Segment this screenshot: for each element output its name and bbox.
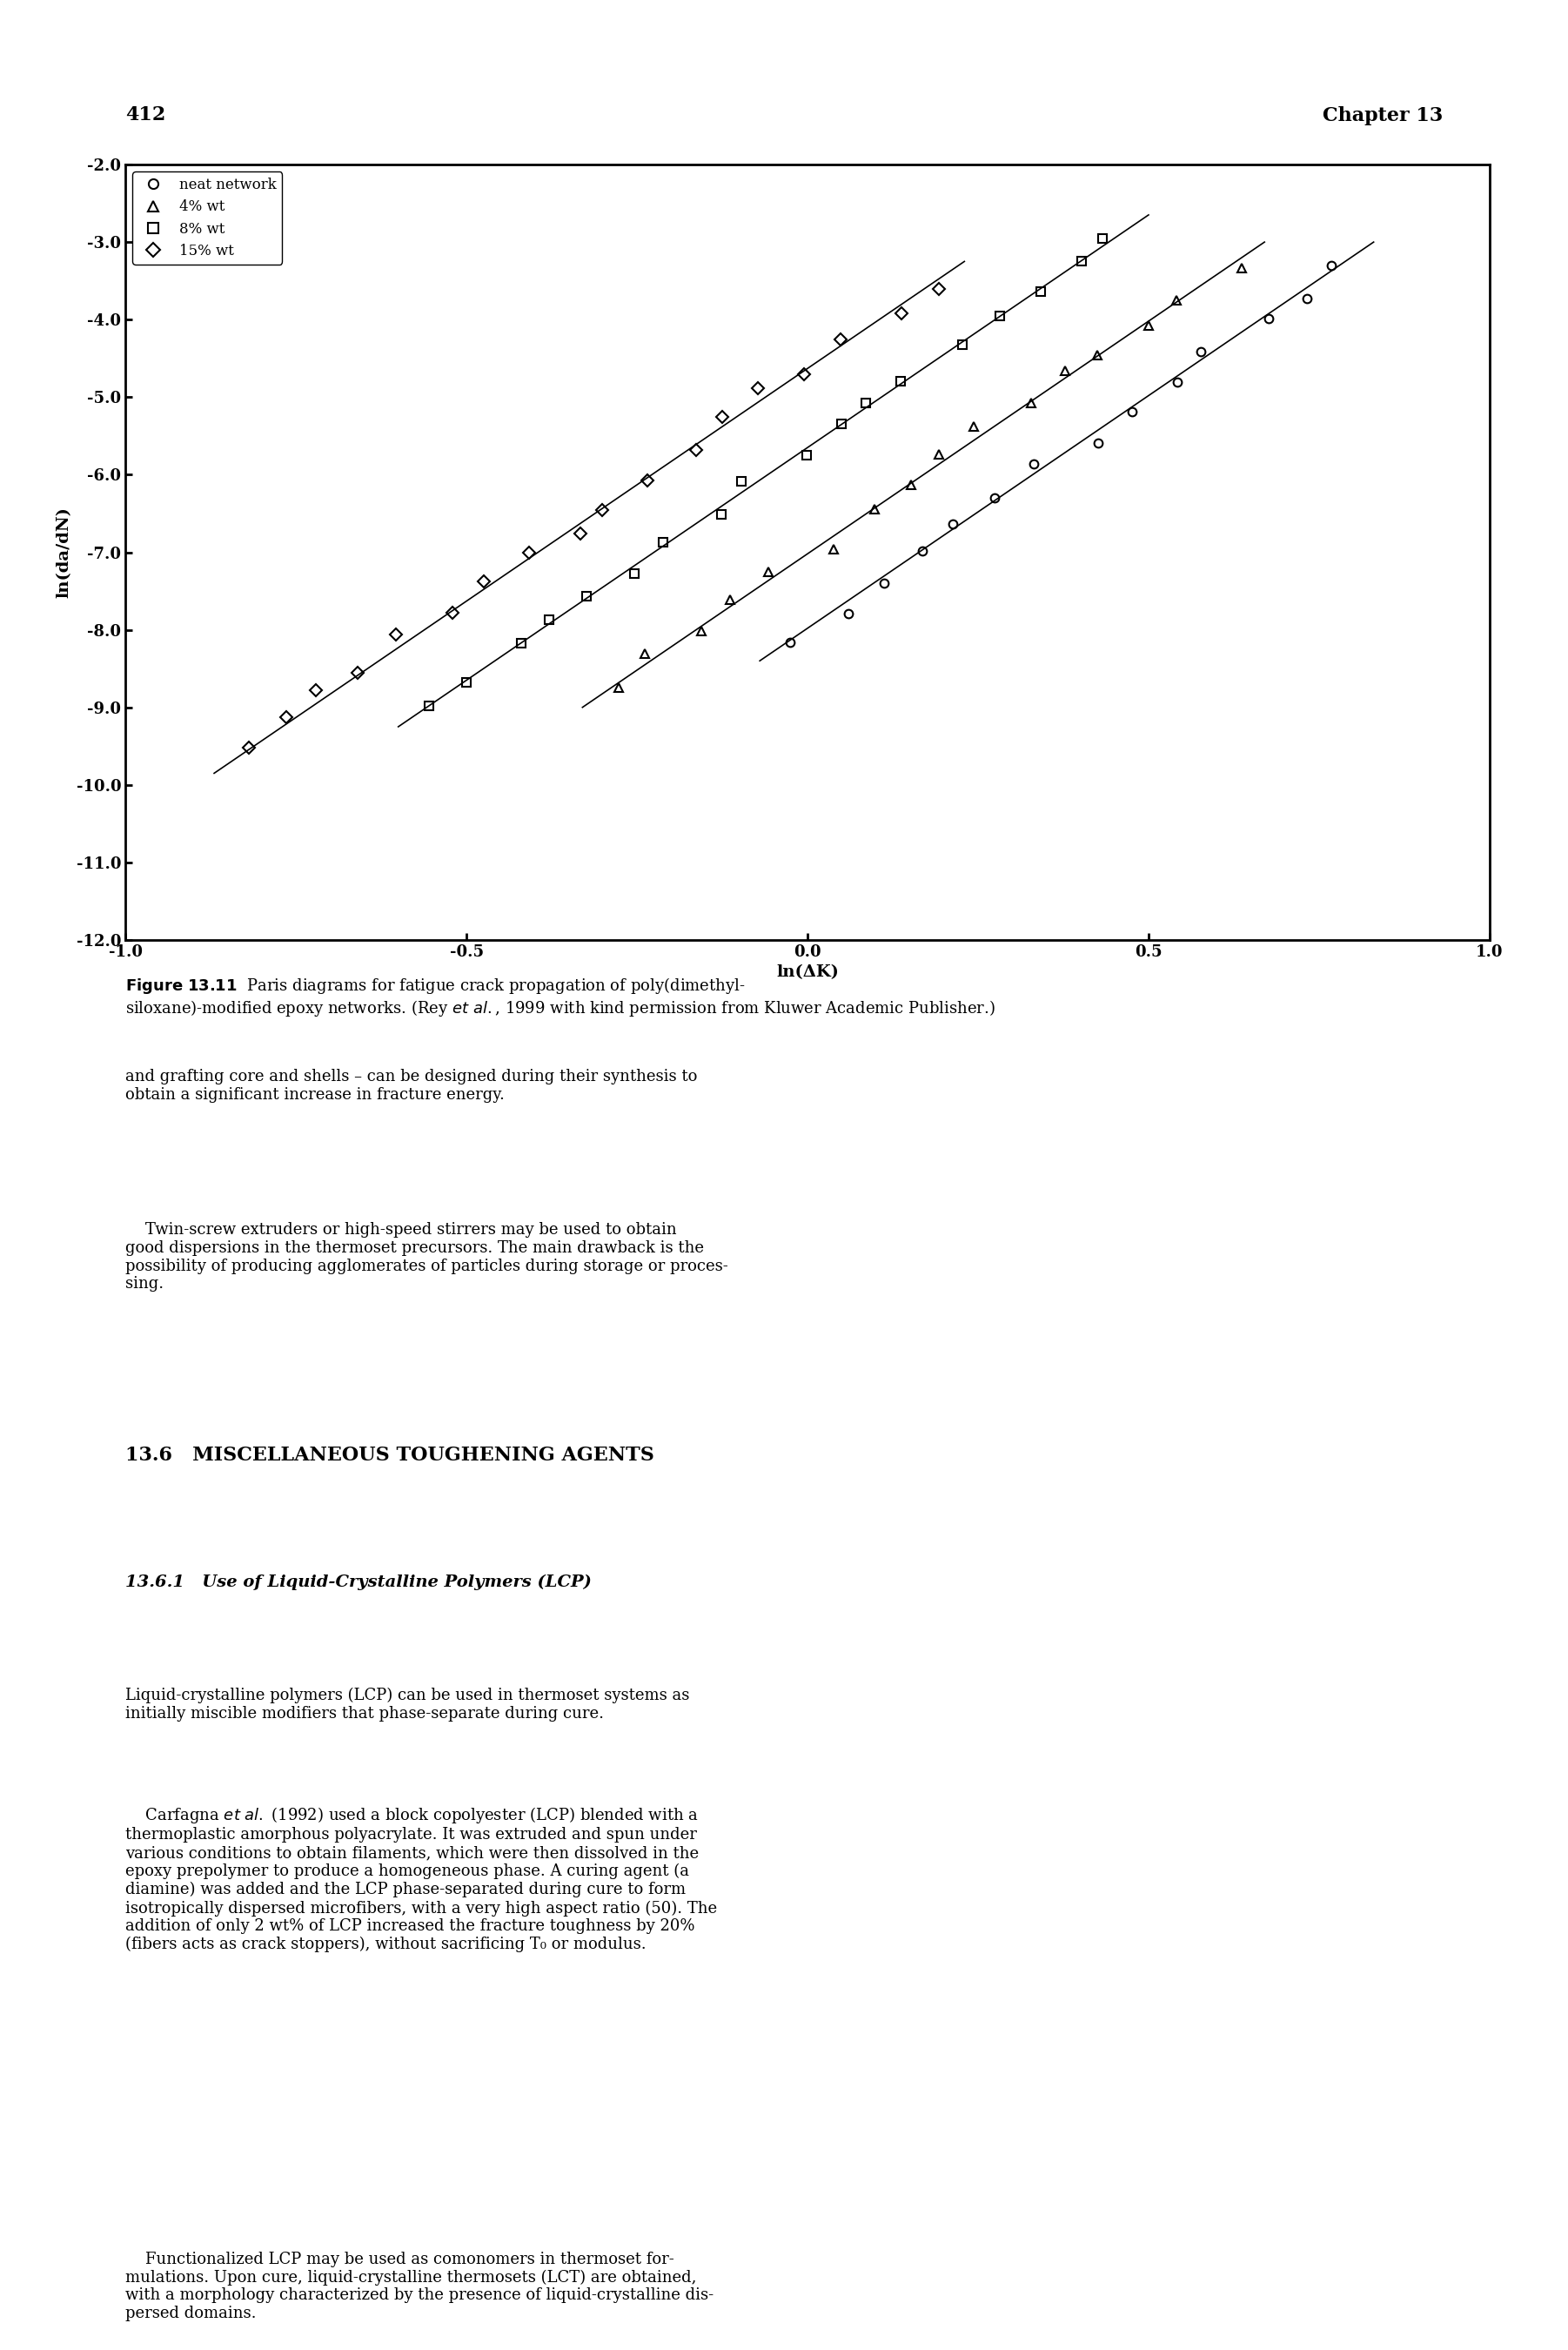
- Text: Chapter 13: Chapter 13: [1322, 106, 1443, 125]
- Y-axis label: ln(da/dN): ln(da/dN): [56, 508, 72, 597]
- Text: Functionalized LCP may be used as comonomers in thermoset for-
mulations. Upon c: Functionalized LCP may be used as comono…: [125, 2251, 713, 2322]
- Text: 13.6   MISCELLANEOUS TOUGHENING AGENTS: 13.6 MISCELLANEOUS TOUGHENING AGENTS: [125, 1445, 654, 1464]
- Text: Carfagna $\it{et\ al.}$ (1992) used a block copolyester (LCP) blended with a
the: Carfagna $\it{et\ al.}$ (1992) used a bl…: [125, 1805, 717, 1953]
- Text: 13.6.1   Use of Liquid-Crystalline Polymers (LCP): 13.6.1 Use of Liquid-Crystalline Polymer…: [125, 1574, 591, 1591]
- Text: 412: 412: [125, 106, 166, 125]
- Text: Liquid-crystalline polymers (LCP) can be used in thermoset systems as
initially : Liquid-crystalline polymers (LCP) can be…: [125, 1687, 690, 1720]
- X-axis label: ln(ΔK): ln(ΔK): [776, 966, 839, 980]
- Legend: neat network, 4% wt, 8% wt, 15% wt: neat network, 4% wt, 8% wt, 15% wt: [133, 172, 282, 263]
- Text: and grafting core and shells – can be designed during their synthesis to
obtain : and grafting core and shells – can be de…: [125, 1069, 698, 1102]
- Text: Twin-screw extruders or high-speed stirrers may be used to obtain
good dispersio: Twin-screw extruders or high-speed stirr…: [125, 1222, 728, 1292]
- Text: $\bf{Figure\ 13.11}$  Paris diagrams for fatigue crack propagation of poly(dimet: $\bf{Figure\ 13.11}$ Paris diagrams for …: [125, 975, 996, 1018]
